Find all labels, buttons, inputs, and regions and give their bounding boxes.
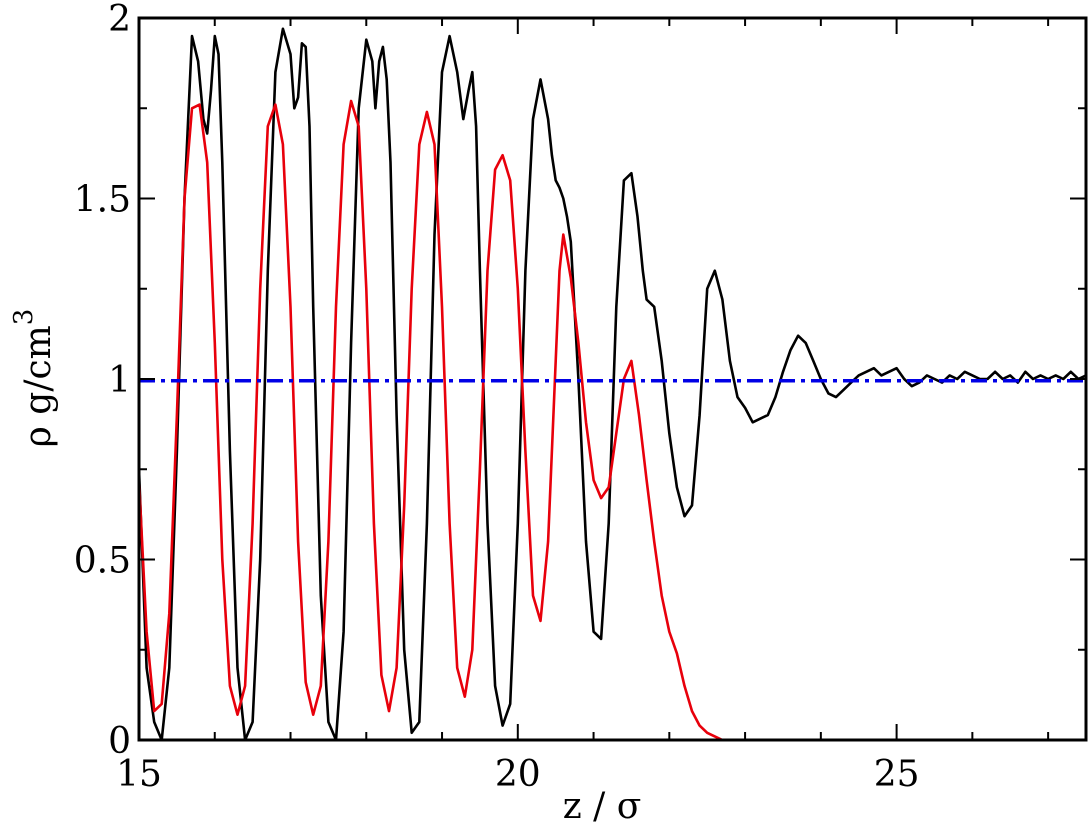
x-tick-label: 15 (116, 754, 162, 795)
series-black-line (137, 27, 1087, 742)
y-tick-label: 2 (108, 0, 131, 40)
x-tick-label: 25 (874, 754, 920, 795)
y-tick-label: 1.5 (74, 180, 131, 221)
series-red-line (137, 99, 897, 742)
series-layer (137, 27, 1087, 742)
y-tick-label: 0 (108, 721, 131, 762)
y-tick-label: 1 (108, 360, 131, 401)
y-axis-label-superscript: 3 (9, 309, 39, 326)
ticks-layer: 15 20 25 0 0.5 1 1.5 2 (74, 0, 1086, 795)
y-tick-label: 0.5 (74, 541, 131, 582)
x-axis-label: z / σ (563, 786, 642, 825)
y-axis-label-main: ρ g/cm (18, 325, 59, 447)
x-tick-label: 20 (495, 754, 541, 795)
y-axis-label: ρ g/cm3 (9, 309, 59, 448)
